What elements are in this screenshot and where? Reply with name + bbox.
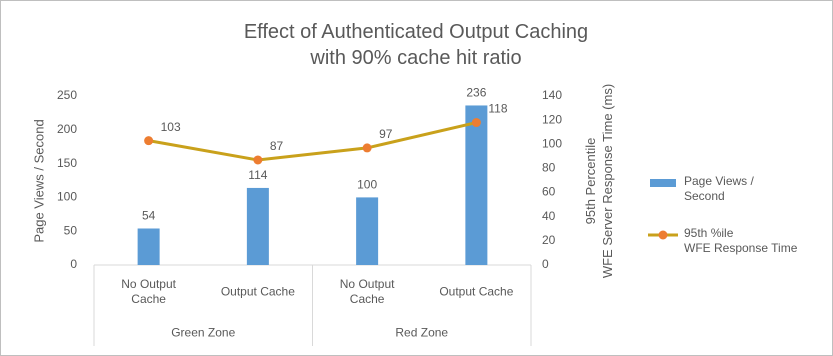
line-marker <box>362 143 372 153</box>
y2-tick-label: 120 <box>542 112 562 126</box>
y2-tick-label: 40 <box>542 209 556 223</box>
group-label: Red Zone <box>395 325 449 340</box>
bar-value-label: 100 <box>357 178 377 192</box>
bar <box>137 228 160 265</box>
x-tick-label: No Output Cache <box>121 277 176 306</box>
line-value-label: 103 <box>161 120 181 134</box>
line <box>148 121 477 162</box>
bar <box>246 187 269 265</box>
y2-tick-label: 20 <box>542 233 556 247</box>
x-tick-label: No Output Cache <box>339 277 395 306</box>
x-tick-label: Output Cache <box>220 284 295 299</box>
y2-tick-label: 60 <box>542 185 556 199</box>
line-value-label: 97 <box>379 127 393 141</box>
chart-title: Effect of Authenticated Output Caching w… <box>243 21 589 69</box>
y-tick-label: 100 <box>57 190 77 204</box>
line-value-label: 87 <box>270 139 284 153</box>
y2-tick-label: 140 <box>542 88 562 102</box>
y-tick-label: 250 <box>57 88 77 102</box>
y-tick-label: 200 <box>57 122 77 136</box>
y-tick-label: 50 <box>64 223 78 237</box>
legend-label: Page Views / Second <box>684 174 754 203</box>
group-label: Green Zone <box>171 325 236 340</box>
bar <box>356 197 379 265</box>
x-tick-label: Output Cache <box>439 284 514 299</box>
bar-value-label: 236 <box>466 86 486 100</box>
y2-tick-label: 0 <box>542 257 549 271</box>
y2-tick-label: 80 <box>542 161 556 175</box>
bar-value-label: 114 <box>248 168 267 182</box>
line-marker <box>253 155 263 165</box>
legend-swatch <box>650 179 676 187</box>
y-axis-title: Page Views / Second <box>31 119 47 243</box>
y-tick-label: 0 <box>70 257 77 271</box>
line-marker <box>471 118 481 128</box>
bar <box>465 105 488 266</box>
legend-swatch <box>658 230 668 240</box>
legend-label: 95th %ile WFE Response Time <box>684 226 798 255</box>
y2-axis-title: 95th Percentile WFE Server Response Time… <box>583 83 615 279</box>
bar-value-label: 54 <box>142 209 156 223</box>
y-tick-label: 150 <box>57 156 77 170</box>
line-marker <box>144 136 154 146</box>
line-value-label: 118 <box>488 102 507 116</box>
y2-tick-label: 100 <box>542 136 562 150</box>
